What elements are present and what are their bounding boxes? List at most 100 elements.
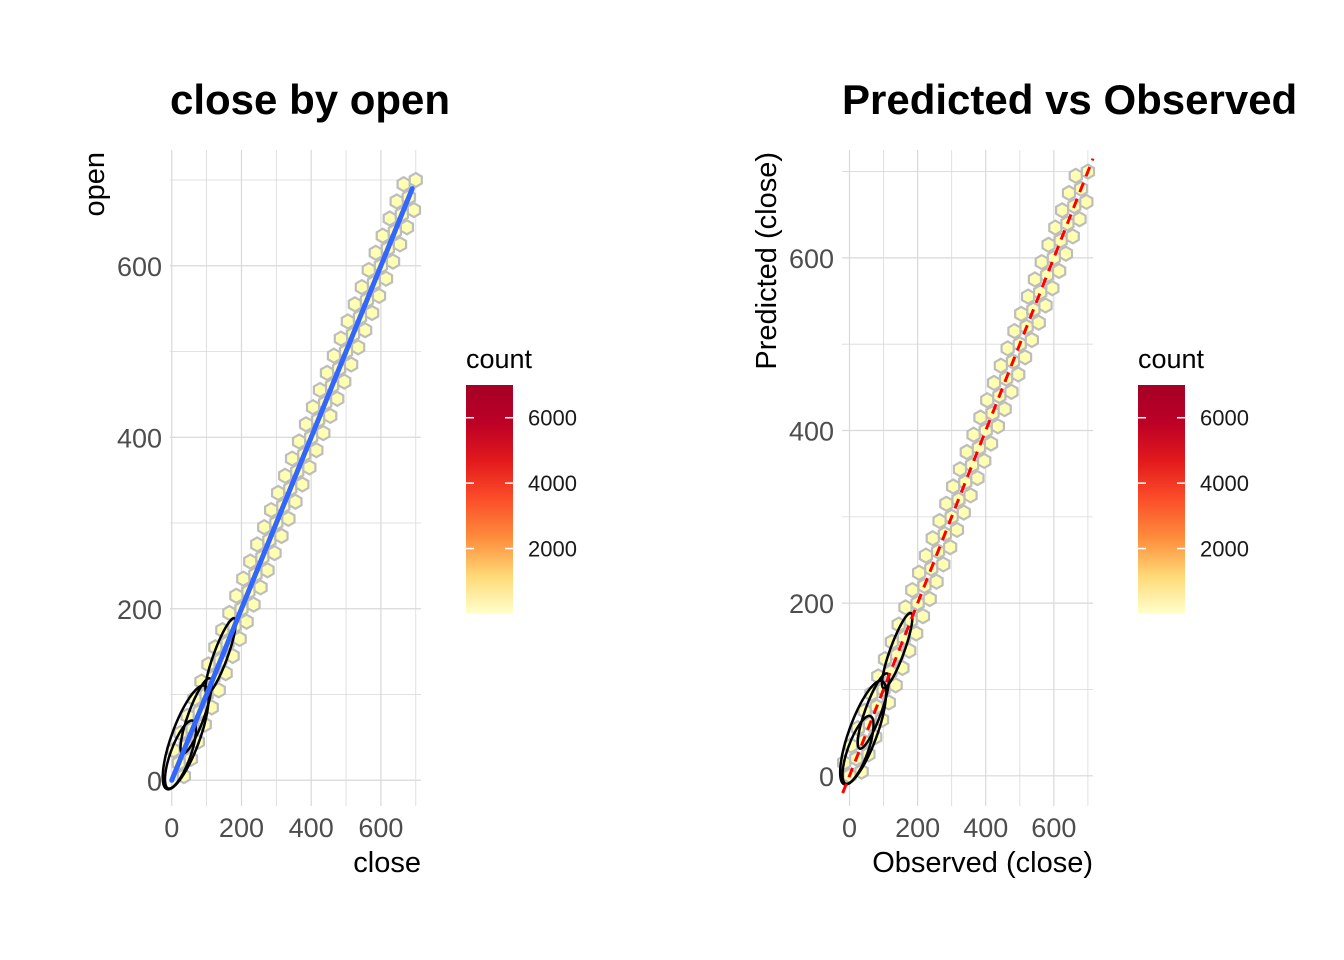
hexbin-cell — [956, 504, 971, 521]
hexbin-cell — [298, 416, 314, 433]
legend: count 2000 4000 6000 — [1138, 344, 1249, 614]
hexbin-cell — [278, 467, 293, 485]
density-contour — [880, 611, 914, 690]
hexbin-cell — [1027, 271, 1043, 288]
y-axis-label: open — [79, 152, 111, 217]
hexbin-cell — [922, 590, 937, 608]
hexbin-cell — [406, 201, 422, 219]
x-axis-label: Observed (close) — [872, 847, 1093, 879]
hexbin-cell — [1046, 249, 1061, 267]
panel-predicted-vs-observed: Predicted vs Observed 0 200 400 60002004006… — [751, 76, 1297, 879]
hexbin-cell — [351, 339, 366, 356]
x-tick-label: 0 — [842, 813, 857, 843]
hexbin-cell — [358, 321, 373, 339]
hexbin-cell — [1033, 284, 1048, 301]
hexbin-cell — [243, 553, 258, 570]
legend-colorbar — [1138, 385, 1185, 614]
hexbin-cell — [915, 607, 931, 625]
hexbin-cell — [1053, 232, 1068, 249]
hexbin-cell — [378, 270, 394, 287]
hexbin-cell — [229, 587, 244, 605]
hexbin-cell — [385, 253, 401, 270]
legend-tick-label: 6000 — [528, 406, 577, 431]
legend-ticks: 2000 4000 6000 — [1138, 406, 1249, 562]
hexbin-cell — [260, 562, 275, 579]
x-tick-label: 400 — [289, 813, 334, 843]
hexbin-cell — [399, 219, 415, 236]
hexbin-cell — [949, 521, 965, 539]
hexbin-cell — [337, 373, 352, 390]
hexbin-cell — [295, 476, 310, 493]
fit-line — [169, 186, 415, 783]
hexbin-cell — [1065, 228, 1080, 245]
legend-title: count — [466, 344, 533, 374]
hexbin-cell — [368, 244, 383, 262]
hexbin-cell — [281, 510, 296, 528]
density-contour — [856, 672, 891, 750]
hexbin-cell — [1017, 349, 1033, 366]
hexbin-cell — [939, 495, 954, 513]
hexbin-cell — [1014, 305, 1029, 323]
hexbin-cell — [990, 418, 1005, 435]
hexbin-cell — [274, 527, 289, 545]
hexbin-cell — [1020, 288, 1036, 305]
hexbin-cell — [1024, 331, 1039, 349]
x-tick-label: 600 — [1031, 813, 1076, 843]
hexbin-cell — [943, 538, 958, 556]
hexbin-cell — [333, 330, 349, 347]
hexbin-cell — [305, 398, 321, 416]
hexbin-cell — [323, 407, 338, 425]
hexbin-cell — [925, 530, 940, 547]
x-tick-label: 200 — [895, 813, 940, 843]
hexbin-cell — [291, 433, 307, 450]
x-tick-label: 400 — [963, 813, 1008, 843]
hexbin-cell — [964, 456, 980, 474]
hexbin-cell — [344, 356, 359, 373]
hexbin-cell — [408, 171, 423, 189]
hexbin-cell — [246, 596, 261, 613]
hexbin-cell — [936, 556, 951, 573]
y-tick-label: 0 — [819, 762, 834, 792]
hexbin-cell — [316, 424, 331, 442]
hexbin-cell — [1034, 253, 1049, 271]
hexbin-cell — [340, 313, 355, 330]
hexbin-cell — [1055, 202, 1070, 219]
plot-area: 0 200 400 600 0 200 400 600 — [789, 150, 1096, 843]
hexbin-cell — [267, 544, 282, 562]
hexbin-cell — [330, 390, 345, 408]
hexbin-cell — [284, 450, 300, 467]
chart-title: close by open — [170, 76, 450, 123]
hexbin-cell — [264, 501, 279, 519]
hexbin-cell — [905, 581, 920, 599]
hexbin-cell — [1068, 167, 1083, 185]
density-contour — [163, 719, 198, 790]
hexbin-cell — [983, 435, 999, 452]
legend-tick-label: 6000 — [1200, 406, 1249, 431]
hexbin-cell — [980, 391, 995, 409]
y-tick-label: 600 — [117, 252, 162, 282]
hexbin-cell — [1004, 383, 1019, 401]
hexbin-cell — [250, 536, 265, 553]
hexbin-cell — [1041, 236, 1056, 254]
hexbin-cell — [253, 579, 268, 596]
hexbin-cell — [319, 364, 335, 382]
hexbin-cell — [392, 236, 408, 253]
hexbin-cell — [239, 613, 254, 630]
hexbin-cell — [1000, 340, 1015, 357]
hexbin-cell — [326, 347, 342, 364]
hexbin-cell — [364, 304, 380, 322]
hexbin-cell — [382, 210, 397, 227]
y-tick-label: 0 — [147, 766, 162, 796]
hexbin-cell — [963, 487, 978, 504]
hexbin-cell — [958, 474, 973, 491]
x-tick-label: 200 — [219, 813, 264, 843]
legend-ticks: 2000 4000 6000 — [466, 406, 577, 562]
hexbin-cell — [396, 175, 411, 193]
hexbin-cell — [361, 261, 376, 279]
hexbin-cell — [912, 564, 927, 582]
hexbin-cell — [309, 441, 324, 459]
hexbin-cell — [347, 296, 362, 313]
chart-title: Predicted vs Observed — [842, 76, 1297, 123]
hexbin-cell — [997, 400, 1012, 418]
